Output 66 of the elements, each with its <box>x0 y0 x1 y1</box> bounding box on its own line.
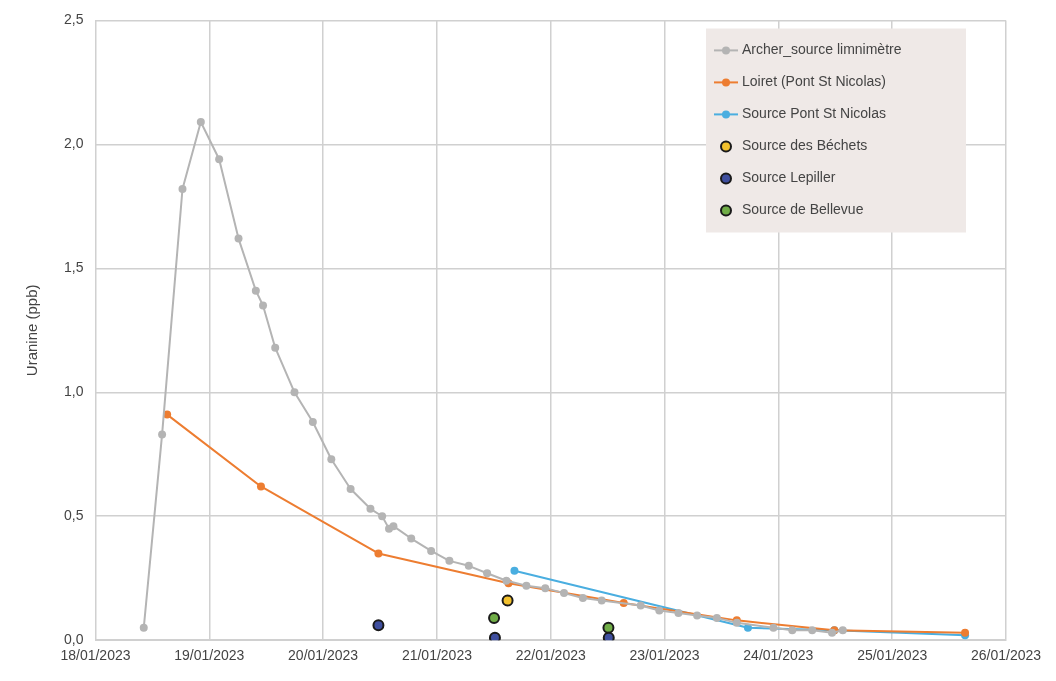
point <box>256 482 265 491</box>
point <box>602 631 615 641</box>
point <box>838 626 847 635</box>
point <box>158 430 167 439</box>
point <box>674 608 683 617</box>
point <box>464 561 473 570</box>
point <box>788 626 797 635</box>
point <box>196 118 205 127</box>
point <box>578 594 587 603</box>
legend-label: Source Lepiller <box>742 169 836 186</box>
point <box>769 623 778 632</box>
point <box>712 613 721 622</box>
point <box>308 418 317 427</box>
x-tick-label: 25/01/2023 <box>857 647 928 664</box>
point <box>259 301 268 310</box>
point <box>346 484 355 493</box>
point <box>560 589 569 598</box>
point <box>251 286 260 295</box>
legend-label: Source des Béchets <box>742 137 868 154</box>
point <box>655 606 664 615</box>
y-tick-label: 0,0 <box>63 631 84 648</box>
point <box>488 631 501 641</box>
point <box>808 626 817 635</box>
point <box>389 522 398 531</box>
point <box>522 581 531 590</box>
point <box>290 388 299 397</box>
point <box>602 621 615 634</box>
point <box>510 566 519 575</box>
point <box>597 596 606 605</box>
point <box>501 594 514 607</box>
point <box>427 546 436 555</box>
x-tick-label: 22/01/2023 <box>515 647 586 664</box>
point <box>234 234 243 243</box>
legend-label: Archer_source limnimètre <box>742 41 902 58</box>
point <box>407 534 416 543</box>
point <box>139 623 148 632</box>
point <box>374 549 383 558</box>
point <box>271 343 280 352</box>
legend-label: Loiret (Pont St Nicolas) <box>742 73 886 90</box>
x-tick-label: 21/01/2023 <box>401 647 473 664</box>
y-tick-label: 1,5 <box>63 259 84 276</box>
point <box>327 455 336 464</box>
y-tick-label: 2,5 <box>63 11 84 28</box>
y-tick-label: 1,0 <box>63 383 84 400</box>
point <box>636 601 645 610</box>
point <box>366 504 375 513</box>
y-tick-label: 0,5 <box>63 507 84 524</box>
point <box>445 556 454 565</box>
point <box>541 584 550 593</box>
legend-label: Source de Bellevue <box>742 201 864 218</box>
y-axis-title: Uranine (ppb) <box>23 284 41 377</box>
point <box>178 184 187 193</box>
x-tick-label: 26/01/2023 <box>970 647 1042 664</box>
point <box>693 611 702 620</box>
point <box>378 512 387 521</box>
point <box>372 619 385 632</box>
x-tick-label: 19/01/2023 <box>174 647 245 664</box>
point <box>215 155 224 164</box>
x-tick-label: 20/01/2023 <box>288 647 359 664</box>
point <box>483 569 492 578</box>
x-tick-label: 24/01/2023 <box>743 647 814 664</box>
y-tick-label: 2,0 <box>63 135 84 152</box>
legend-label: Source Pont St Nicolas <box>742 105 886 122</box>
x-tick-label: 18/01/2023 <box>60 647 131 664</box>
point <box>488 611 501 624</box>
x-tick-label: 23/01/2023 <box>629 647 700 664</box>
